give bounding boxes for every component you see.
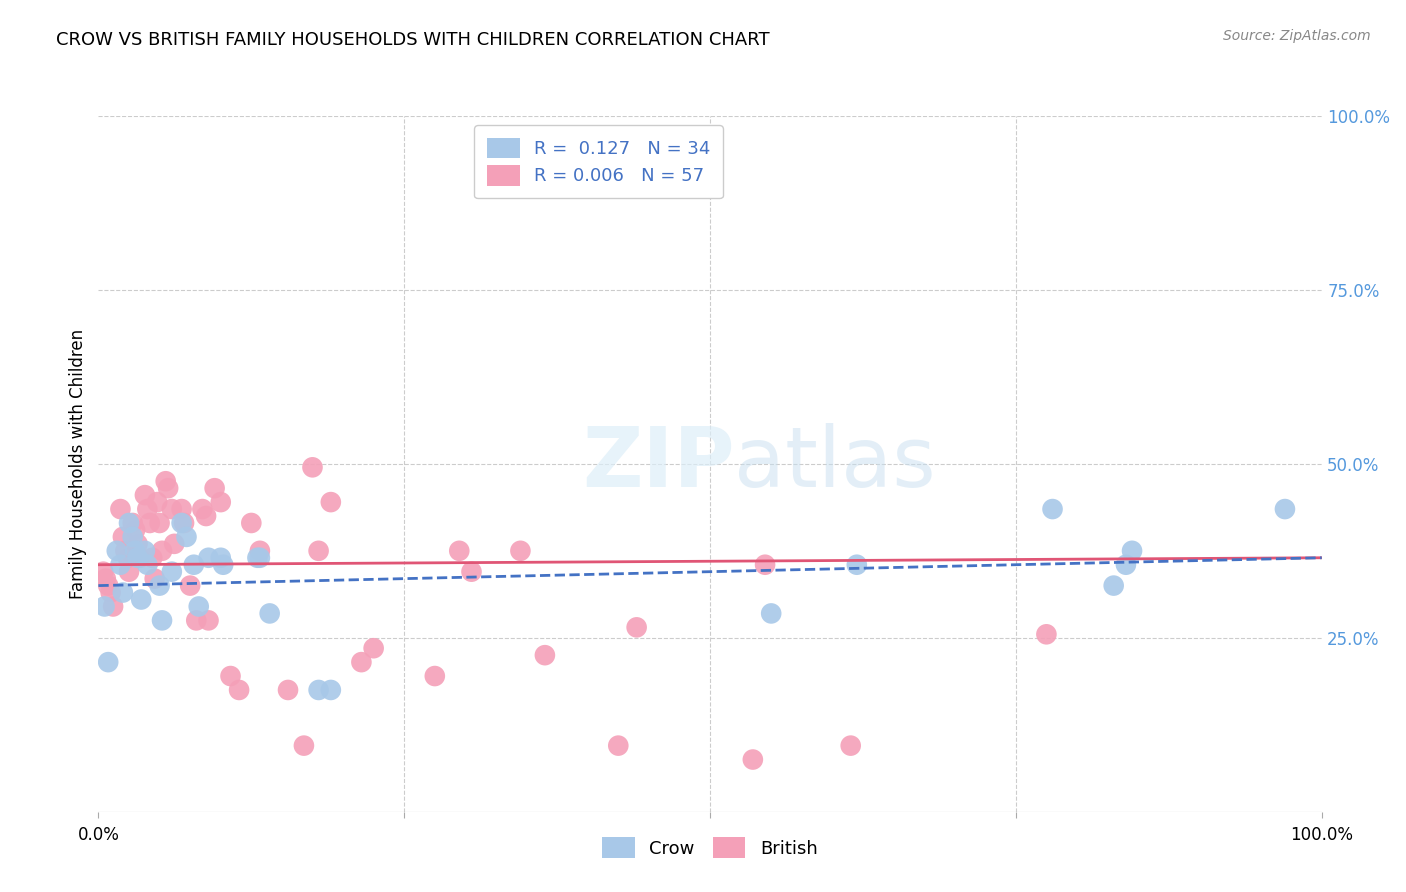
Text: ZIP: ZIP	[582, 424, 734, 504]
Point	[449, 544, 471, 558]
Point	[94, 572, 117, 586]
Point	[1115, 558, 1137, 572]
Point	[118, 516, 141, 530]
Point	[292, 739, 315, 753]
Point	[186, 614, 208, 628]
Point	[134, 544, 156, 558]
Point	[150, 614, 173, 628]
Point	[1042, 502, 1064, 516]
Point	[423, 669, 446, 683]
Point	[101, 599, 124, 614]
Point	[509, 544, 531, 558]
Point	[350, 655, 373, 669]
Point	[105, 544, 128, 558]
Point	[249, 544, 271, 558]
Point	[607, 739, 630, 753]
Point	[127, 537, 149, 551]
Point	[754, 558, 776, 572]
Point	[197, 614, 219, 628]
Point	[259, 607, 281, 621]
Point	[97, 655, 120, 669]
Point	[761, 607, 783, 621]
Point	[187, 599, 209, 614]
Point	[91, 565, 114, 579]
Point	[240, 516, 263, 530]
Point	[121, 516, 143, 530]
Point	[209, 550, 232, 565]
Point	[173, 516, 195, 530]
Point	[110, 502, 132, 516]
Point	[136, 502, 159, 516]
Point	[212, 558, 235, 572]
Point	[319, 683, 342, 698]
Point	[111, 585, 134, 599]
Point	[209, 495, 232, 509]
Text: Source: ZipAtlas.com: Source: ZipAtlas.com	[1223, 29, 1371, 43]
Point	[1121, 544, 1143, 558]
Point	[150, 544, 173, 558]
Point	[110, 558, 132, 572]
Point	[839, 739, 862, 753]
Point	[134, 488, 156, 502]
Point	[534, 648, 557, 662]
Point	[129, 550, 152, 565]
Point	[741, 753, 763, 767]
Point	[124, 544, 146, 558]
Legend: Crow, British: Crow, British	[595, 830, 825, 865]
Point	[170, 502, 193, 516]
Point	[191, 502, 214, 516]
Point	[97, 578, 120, 592]
Point	[155, 475, 177, 489]
Point	[308, 683, 330, 698]
Point	[228, 683, 250, 698]
Point	[100, 585, 122, 599]
Text: CROW VS BRITISH FAMILY HOUSEHOLDS WITH CHILDREN CORRELATION CHART: CROW VS BRITISH FAMILY HOUSEHOLDS WITH C…	[56, 31, 770, 49]
Point	[114, 544, 136, 558]
Point	[121, 530, 143, 544]
Point	[246, 550, 269, 565]
Point	[93, 599, 115, 614]
Point	[204, 481, 226, 495]
Point	[149, 578, 172, 592]
Point	[183, 558, 205, 572]
Point	[143, 572, 166, 586]
Point	[146, 495, 169, 509]
Point	[460, 565, 482, 579]
Point	[308, 544, 330, 558]
Y-axis label: Family Households with Children: Family Households with Children	[69, 329, 87, 599]
Point	[363, 641, 385, 656]
Point	[129, 592, 152, 607]
Point	[176, 530, 198, 544]
Point	[149, 516, 172, 530]
Point	[141, 550, 163, 565]
Point	[1035, 627, 1057, 641]
Point	[197, 550, 219, 565]
Point	[179, 578, 201, 592]
Point	[170, 516, 193, 530]
Point	[249, 550, 271, 565]
Point	[1102, 578, 1125, 592]
Point	[111, 530, 134, 544]
Point	[301, 460, 323, 475]
Point	[160, 565, 183, 579]
Point	[117, 550, 139, 565]
Point	[136, 558, 159, 572]
Point	[546, 154, 568, 169]
Point	[160, 502, 183, 516]
Point	[163, 537, 186, 551]
Point	[195, 508, 218, 523]
Point	[219, 669, 242, 683]
Point	[127, 550, 149, 565]
Text: atlas: atlas	[734, 424, 936, 504]
Point	[139, 516, 162, 530]
Point	[845, 558, 868, 572]
Point	[277, 683, 299, 698]
Point	[319, 495, 342, 509]
Point	[124, 523, 146, 537]
Point	[118, 565, 141, 579]
Point	[1274, 502, 1296, 516]
Point	[157, 481, 180, 495]
Point	[626, 620, 648, 634]
